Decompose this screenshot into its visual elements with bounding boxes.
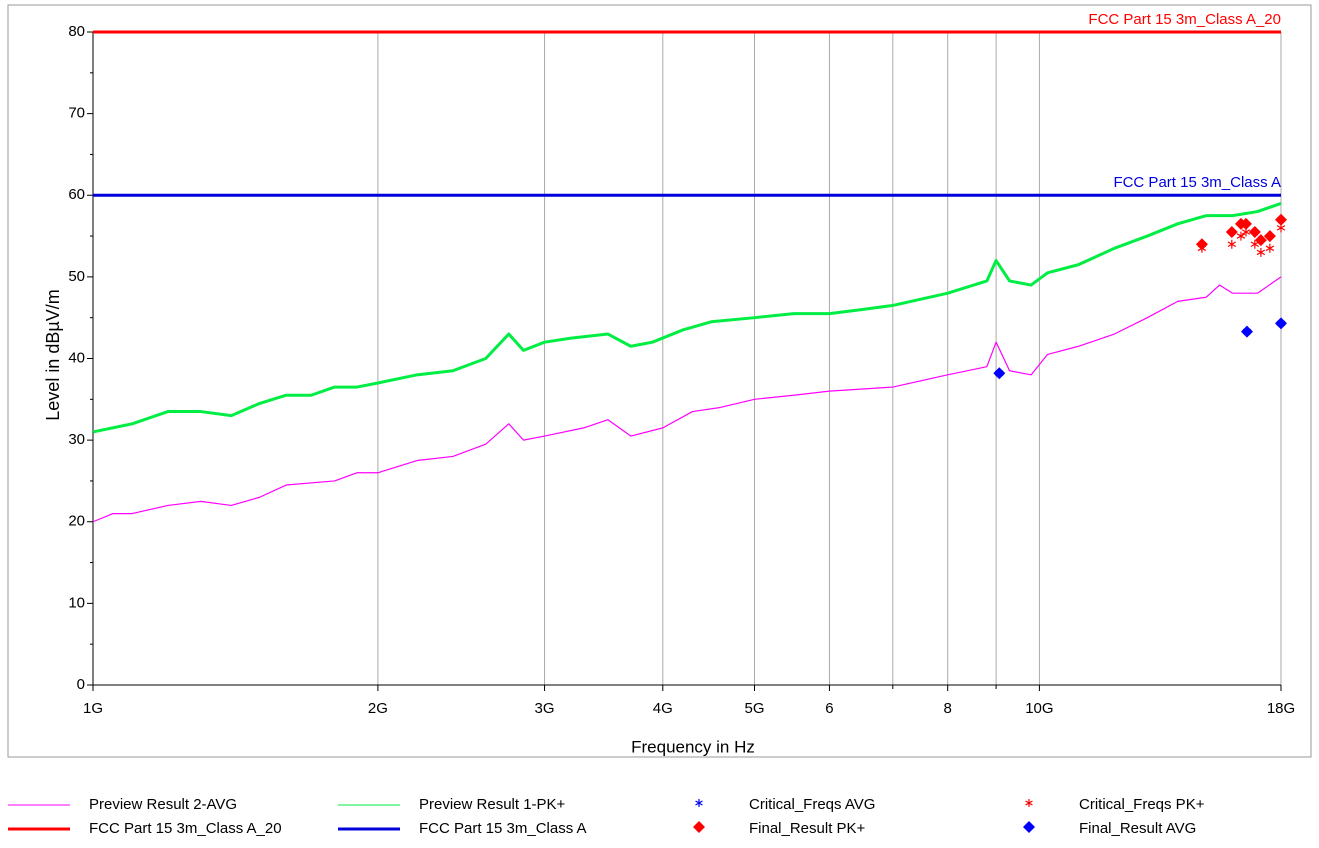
legend-label: FCC Part 15 3m_Class A_20 [89, 820, 282, 837]
y-tick-label: 80 [68, 23, 85, 40]
trace [92, 276, 1282, 523]
y-tick-label: 20 [68, 513, 85, 530]
legend-swatch [1025, 799, 1033, 807]
frame [7, 4, 1312, 758]
y-axis-label: Level in dBµV/m [43, 289, 63, 420]
x-tick-label: 8 [944, 700, 952, 717]
x-tick-label: 4G [653, 700, 673, 717]
x-tick-label: 2G [368, 700, 388, 717]
legend-label: Final_Result AVG [1079, 820, 1196, 837]
x-tick-label: 6 [825, 700, 833, 717]
y-tick-label: 60 [68, 186, 85, 203]
final-point [993, 367, 1006, 380]
final-point [1240, 325, 1253, 338]
x-axis-label: Frequency in Hz [631, 737, 755, 756]
final-point [1263, 230, 1276, 243]
x-tick-label: 5G [745, 700, 765, 717]
x-tick-label: 10G [1025, 700, 1053, 717]
legend-label: Preview Result 2-AVG [89, 796, 237, 813]
trace [92, 201, 1282, 434]
x-tick-label: 3G [535, 700, 555, 717]
y-tick-label: 30 [68, 431, 85, 448]
final-point [1225, 225, 1238, 238]
critical-point [1236, 231, 1246, 241]
legend-swatch [695, 799, 703, 807]
final-point [1275, 213, 1287, 226]
critical-point [1250, 239, 1260, 249]
y-tick-label: 70 [68, 105, 85, 122]
final-point [1254, 234, 1267, 247]
limit-label: FCC Part 15 3m_Class A_20 [1088, 11, 1281, 28]
y-tick-label: 0 [77, 676, 85, 693]
x-tick-label: 1G [83, 700, 103, 717]
legend-swatch [693, 821, 705, 833]
legend-label: FCC Part 15 3m_Class A [419, 820, 587, 837]
final-point [1195, 238, 1208, 251]
x-tick-label: 18G [1267, 700, 1295, 717]
legend-label: Critical_Freqs AVG [749, 796, 875, 813]
final-point [1248, 225, 1261, 238]
y-tick-label: 50 [68, 268, 85, 285]
y-tick-label: 40 [68, 349, 85, 366]
legend-swatch [1023, 821, 1035, 833]
legend-label: Final_Result PK+ [749, 820, 866, 837]
critical-point [1227, 239, 1237, 249]
limit-label: FCC Part 15 3m_Class A [1113, 174, 1281, 191]
critical-point [1256, 247, 1266, 257]
critical-point [1265, 243, 1275, 253]
legend-label: Critical_Freqs PK+ [1079, 796, 1205, 813]
final-point [1275, 317, 1287, 330]
legend-label: Preview Result 1-PK+ [419, 796, 566, 813]
final-point [1239, 217, 1252, 230]
y-tick-label: 10 [68, 594, 85, 611]
